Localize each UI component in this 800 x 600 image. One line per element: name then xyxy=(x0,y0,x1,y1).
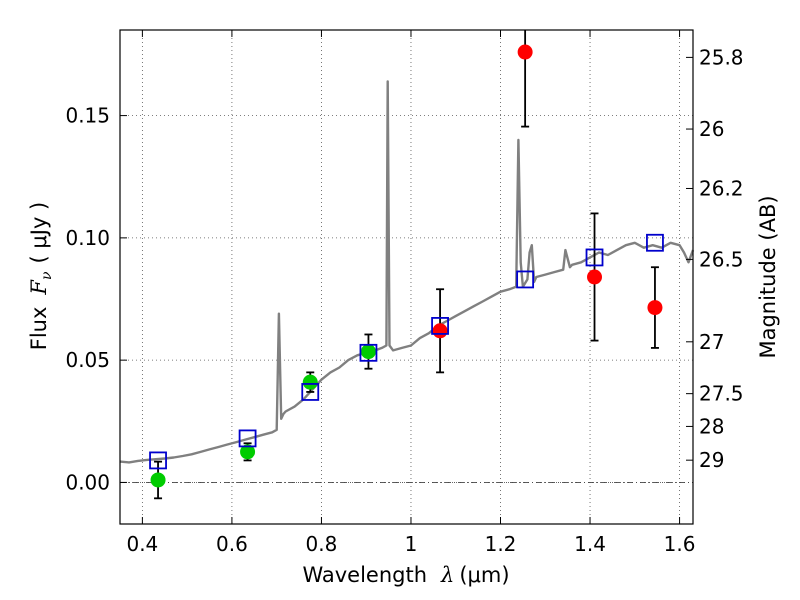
y-tick-label: 0.15 xyxy=(65,104,110,128)
x-tick-label: 1.2 xyxy=(485,532,517,556)
y-axis-label: FluxFν( μJy ) xyxy=(27,202,55,350)
y-tick-label: 0.05 xyxy=(65,348,110,372)
magnitude-axis-label: Magnitude (AB) xyxy=(756,195,780,358)
nir-data-point xyxy=(647,300,663,316)
x-tick-label: 0.6 xyxy=(216,532,248,556)
optical-data-point xyxy=(302,374,318,390)
magnitude-tick-label: 27.5 xyxy=(699,382,744,406)
optical-data-point xyxy=(360,344,376,360)
magnitude-tick-label: 26 xyxy=(699,117,724,141)
y-tick-label: 0.10 xyxy=(65,226,110,250)
nir-data-point xyxy=(432,323,448,339)
x-tick-label: 0.4 xyxy=(126,532,158,556)
magnitude-tick-label: 25.8 xyxy=(699,45,744,69)
x-axis-ticks: 0.4 0.6 0.8 1 1.2 1.4 1.6 xyxy=(126,30,695,556)
magnitude-axis-ticks: 25.8 26 26.2 26.5 27 27.5 28 29 xyxy=(686,45,744,472)
y-tick-label: 0.00 xyxy=(65,470,110,494)
x-tick-label: 0.8 xyxy=(306,532,338,556)
optical-data-point xyxy=(150,472,166,488)
x-tick-label: 1.6 xyxy=(664,532,696,556)
magnitude-tick-label: 27 xyxy=(699,330,724,354)
x-tick-label: 1.4 xyxy=(574,532,606,556)
optical-points-layer xyxy=(150,344,376,488)
magnitude-tick-label: 26.5 xyxy=(699,247,744,271)
model-photometry-square xyxy=(646,233,664,252)
nir-data-point xyxy=(587,269,603,285)
nir-data-point xyxy=(517,44,533,60)
model-photometry-square xyxy=(238,429,257,448)
model-photometry-square xyxy=(301,383,320,401)
magnitude-tick-label: 26.2 xyxy=(699,176,744,200)
model-photometry-square xyxy=(149,451,167,470)
plot-frame xyxy=(119,29,694,525)
model-photometry-square xyxy=(516,270,535,289)
optical-data-point xyxy=(240,444,256,460)
model-photometry-square xyxy=(359,343,378,362)
x-tick-label: 1 xyxy=(405,532,418,556)
y-axis-ticks: 0.00 0.05 0.10 0.15 xyxy=(65,104,127,494)
model-photometry-square xyxy=(431,317,449,335)
model-photometry-layer xyxy=(149,233,664,470)
magnitude-tick-label: 28 xyxy=(699,414,724,438)
model-photometry-square xyxy=(585,248,604,267)
magnitude-tick-label: 29 xyxy=(699,448,724,472)
x-axis-label: Wavelength λ (μm) xyxy=(302,563,509,587)
